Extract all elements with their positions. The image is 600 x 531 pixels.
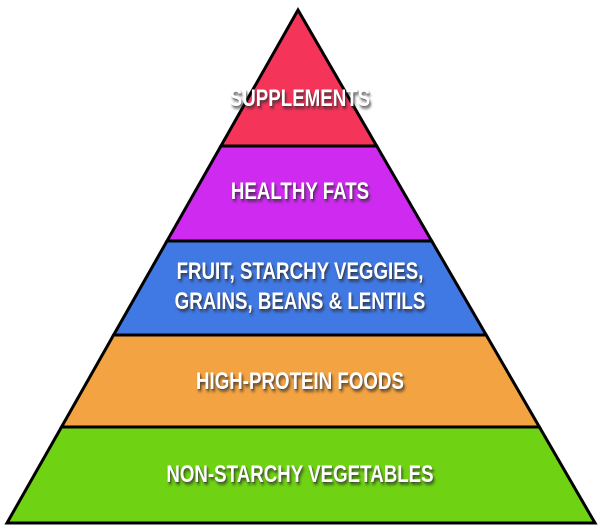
pyramid-tier-0	[218, 6, 380, 148]
pyramid-tier-2	[111, 239, 489, 337]
pyramid-tier-4	[4, 425, 598, 525]
pyramid-tier-3	[58, 333, 543, 429]
pyramid-tier-1	[164, 144, 435, 243]
